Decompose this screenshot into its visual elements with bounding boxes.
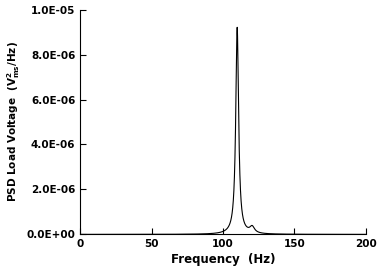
Y-axis label: PSD Load Voltage  ($\mathbf{V^2_{ms}}$/Hz): PSD Load Voltage ($\mathbf{V^2_{ms}}$/Hz…: [6, 42, 23, 202]
X-axis label: Frequency  (Hz): Frequency (Hz): [171, 254, 275, 267]
